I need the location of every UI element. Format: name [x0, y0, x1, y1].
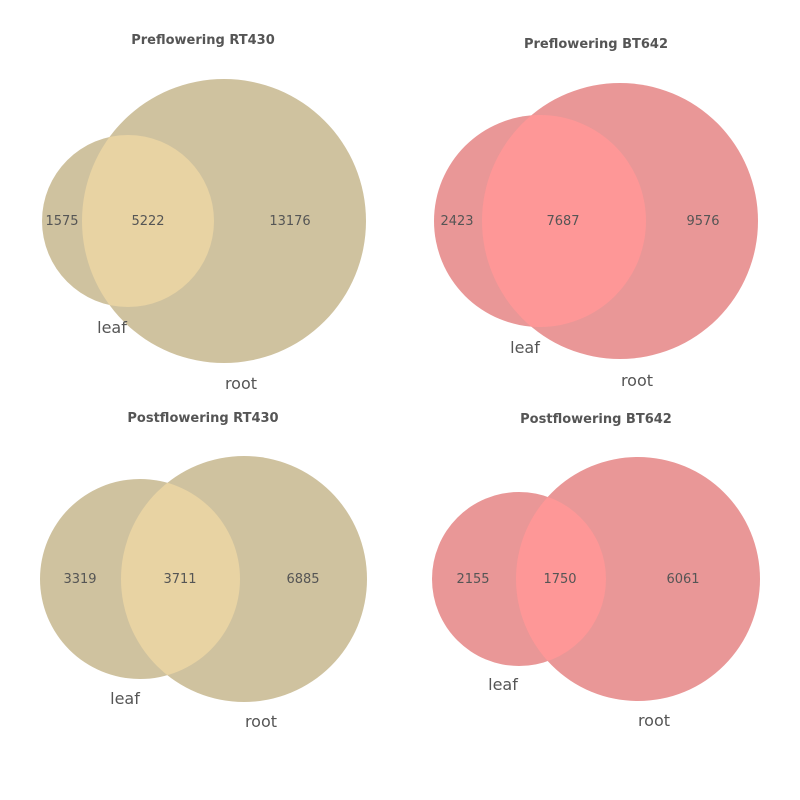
- leaf-root-overlap: [516, 492, 606, 666]
- venn-panel-postflowering-bt642: Postflowering BT642 2155 1750 6061 leaf …: [432, 412, 760, 730]
- set-label-leaf: leaf: [510, 338, 540, 357]
- count-root-only: 9576: [686, 214, 719, 229]
- count-both: 1750: [543, 572, 576, 587]
- count-leaf-only: 2423: [440, 214, 473, 229]
- set-label-root: root: [245, 712, 277, 731]
- leaf-root-overlap: [482, 115, 646, 327]
- venn-panel-preflowering-rt430: Preflowering RT430 1575 5222 13176 leaf …: [42, 33, 366, 393]
- count-leaf-only: 1575: [45, 214, 78, 229]
- count-both: 3711: [163, 572, 196, 587]
- venn-panel-postflowering-rt430: Postflowering RT430 3319 3711 6885 leaf …: [40, 411, 367, 731]
- count-both: 5222: [131, 214, 164, 229]
- panel-title: Preflowering RT430: [131, 33, 275, 48]
- leaf-root-overlap: [82, 135, 214, 307]
- set-label-root: root: [621, 371, 653, 390]
- count-root-only: 6885: [286, 572, 319, 587]
- count-leaf-only: 3319: [63, 572, 96, 587]
- count-root-only: 6061: [666, 572, 699, 587]
- count-both: 7687: [546, 214, 579, 229]
- set-label-leaf: leaf: [488, 675, 518, 694]
- leaf-root-overlap: [121, 479, 240, 679]
- set-label-root: root: [638, 711, 670, 730]
- panel-title: Postflowering RT430: [127, 411, 278, 426]
- set-label-leaf: leaf: [110, 689, 140, 708]
- set-label-leaf: leaf: [97, 318, 127, 337]
- panel-title: Preflowering BT642: [524, 37, 668, 52]
- count-leaf-only: 2155: [456, 572, 489, 587]
- count-root-only: 13176: [269, 214, 310, 229]
- panel-title: Postflowering BT642: [520, 412, 672, 427]
- venn-panel-preflowering-bt642: Preflowering BT642 2423 7687 9576 leaf r…: [434, 37, 758, 390]
- set-label-root: root: [225, 374, 257, 393]
